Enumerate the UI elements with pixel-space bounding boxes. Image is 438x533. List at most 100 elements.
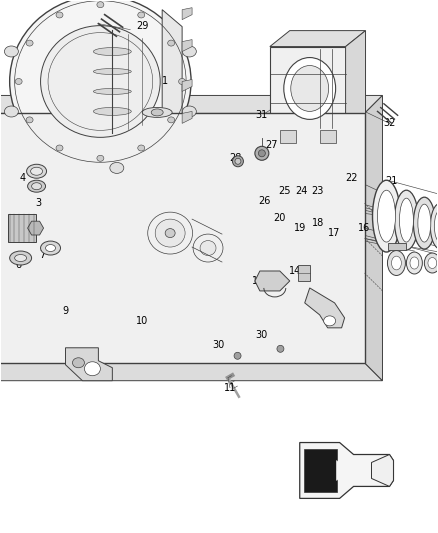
Text: 11: 11 <box>224 383 236 393</box>
Ellipse shape <box>291 66 328 111</box>
Ellipse shape <box>399 198 413 242</box>
Ellipse shape <box>410 257 419 269</box>
Polygon shape <box>182 7 192 20</box>
Ellipse shape <box>41 241 60 255</box>
Ellipse shape <box>430 203 438 249</box>
Ellipse shape <box>165 229 175 238</box>
Ellipse shape <box>378 190 396 242</box>
Ellipse shape <box>168 40 175 46</box>
Ellipse shape <box>284 58 336 119</box>
Text: 18: 18 <box>311 218 324 228</box>
Ellipse shape <box>233 156 244 167</box>
Ellipse shape <box>138 145 145 151</box>
Ellipse shape <box>93 47 131 55</box>
Text: 4: 4 <box>20 173 26 183</box>
Ellipse shape <box>31 167 42 175</box>
Text: 24: 24 <box>296 186 308 196</box>
Polygon shape <box>162 10 182 154</box>
Ellipse shape <box>14 255 27 262</box>
Ellipse shape <box>93 88 131 94</box>
Text: 3: 3 <box>35 198 42 208</box>
Ellipse shape <box>93 69 131 75</box>
Text: 8: 8 <box>16 228 22 238</box>
Ellipse shape <box>395 190 418 250</box>
Polygon shape <box>66 348 112 381</box>
Ellipse shape <box>151 109 163 116</box>
Text: 20: 20 <box>274 213 286 223</box>
Text: 5: 5 <box>85 356 92 366</box>
Ellipse shape <box>388 251 406 276</box>
Text: 16: 16 <box>358 223 371 233</box>
Ellipse shape <box>424 253 438 273</box>
Text: 1: 1 <box>162 76 168 86</box>
Polygon shape <box>320 131 336 143</box>
Polygon shape <box>371 455 393 487</box>
Text: 19: 19 <box>293 223 306 233</box>
Polygon shape <box>389 243 406 250</box>
Ellipse shape <box>182 106 196 117</box>
Text: 30: 30 <box>212 340 224 350</box>
Ellipse shape <box>428 257 437 269</box>
Ellipse shape <box>56 12 63 18</box>
Ellipse shape <box>182 46 196 57</box>
Ellipse shape <box>26 117 33 123</box>
Ellipse shape <box>179 78 186 84</box>
Polygon shape <box>305 288 345 328</box>
Ellipse shape <box>392 256 401 270</box>
Polygon shape <box>300 442 393 498</box>
Ellipse shape <box>168 117 175 123</box>
Ellipse shape <box>85 362 100 376</box>
Polygon shape <box>304 449 337 492</box>
Ellipse shape <box>324 316 336 326</box>
Ellipse shape <box>15 78 22 84</box>
Ellipse shape <box>4 46 18 57</box>
Text: 22: 22 <box>345 173 358 183</box>
Text: 17: 17 <box>328 228 341 238</box>
Ellipse shape <box>255 147 269 160</box>
Text: 28: 28 <box>229 154 241 163</box>
Text: 6: 6 <box>16 260 22 270</box>
Polygon shape <box>0 95 382 114</box>
Ellipse shape <box>418 204 431 242</box>
Ellipse shape <box>413 197 435 249</box>
Ellipse shape <box>406 252 422 274</box>
Ellipse shape <box>234 352 241 359</box>
Ellipse shape <box>138 12 145 18</box>
Ellipse shape <box>4 106 18 117</box>
Ellipse shape <box>10 251 32 265</box>
Text: 25: 25 <box>279 186 291 196</box>
Ellipse shape <box>142 108 172 117</box>
Text: 26: 26 <box>259 196 271 206</box>
Ellipse shape <box>46 245 56 252</box>
Text: 27: 27 <box>265 140 278 150</box>
Polygon shape <box>270 30 366 46</box>
Polygon shape <box>337 461 346 480</box>
Polygon shape <box>182 39 192 52</box>
Text: 14: 14 <box>289 266 301 276</box>
Text: 9: 9 <box>63 306 69 316</box>
Ellipse shape <box>277 345 284 352</box>
Polygon shape <box>182 79 192 92</box>
Ellipse shape <box>27 164 46 178</box>
Polygon shape <box>280 131 296 143</box>
Ellipse shape <box>235 158 241 164</box>
Text: 29: 29 <box>136 21 148 30</box>
Ellipse shape <box>93 108 131 116</box>
Text: 23: 23 <box>311 186 324 196</box>
Polygon shape <box>298 265 310 281</box>
Ellipse shape <box>72 358 85 368</box>
Text: 12: 12 <box>308 300 321 310</box>
Ellipse shape <box>372 180 400 252</box>
Polygon shape <box>8 214 35 242</box>
Ellipse shape <box>97 2 104 7</box>
Ellipse shape <box>200 240 216 255</box>
Polygon shape <box>270 46 346 131</box>
Polygon shape <box>182 111 192 123</box>
Ellipse shape <box>434 210 438 242</box>
Polygon shape <box>0 114 364 363</box>
Polygon shape <box>28 221 43 235</box>
Text: 32: 32 <box>383 118 396 128</box>
Ellipse shape <box>56 145 63 151</box>
Ellipse shape <box>110 163 124 173</box>
Polygon shape <box>346 30 366 131</box>
